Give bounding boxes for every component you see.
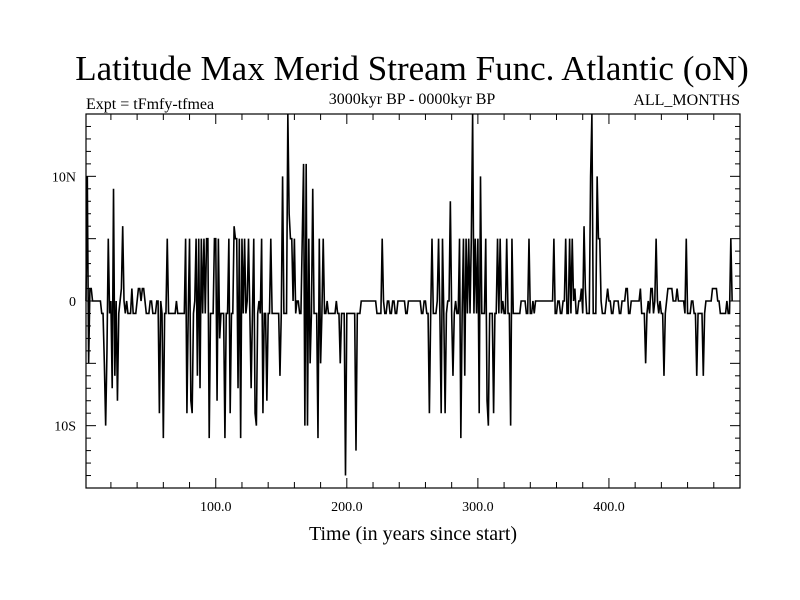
plot-frame	[85, 113, 741, 489]
y-tick-label: 0	[69, 295, 76, 310]
x-axis-label: Time (in years since start)	[309, 523, 517, 545]
y-tick-label: 10N	[52, 170, 76, 185]
time-range-label: 3000kyr BP - 0000kyr BP	[329, 91, 496, 108]
months-label: ALL_MONTHS	[633, 92, 740, 109]
x-tick-label: 400.0	[593, 500, 625, 515]
experiment-label: Expt = tFmfy-tfmea	[86, 96, 214, 113]
x-tick-label: 300.0	[462, 500, 494, 515]
chart-title: Latitude Max Merid Stream Func. Atlantic…	[75, 49, 749, 88]
x-tick-label: 200.0	[331, 500, 363, 515]
x-tick-label: 100.0	[200, 500, 232, 515]
y-tick-label: 10S	[54, 420, 76, 435]
series-line	[85, 113, 733, 476]
axis-tick-labels: 100.0 200.0 300.0 400.0 10N 0 10S	[52, 170, 625, 515]
